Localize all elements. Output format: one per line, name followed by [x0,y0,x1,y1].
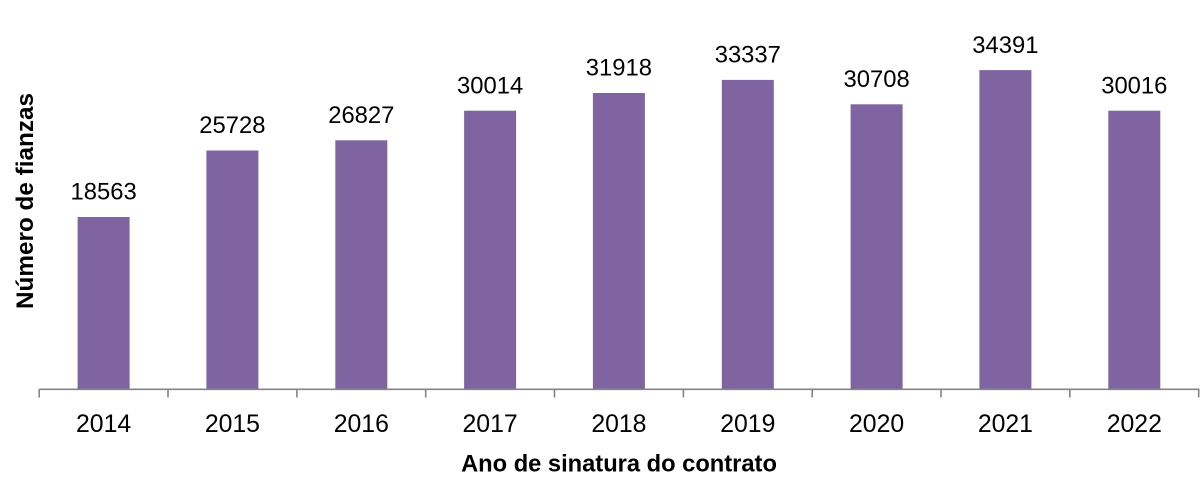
svg-text:Número de fianzas: Número de fianzas [12,93,39,309]
svg-text:26827: 26827 [328,102,394,129]
svg-text:30708: 30708 [844,66,910,93]
svg-text:2017: 2017 [463,411,518,438]
svg-text:2015: 2015 [205,411,260,438]
svg-text:Ano de sinatura do contrato: Ano de sinatura do contrato [461,452,777,478]
svg-text:2014: 2014 [76,411,131,438]
svg-text:2018: 2018 [591,411,646,438]
svg-text:33337: 33337 [715,42,781,69]
svg-text:30014: 30014 [457,72,523,99]
svg-text:34391: 34391 [972,32,1038,59]
svg-text:25728: 25728 [199,112,265,139]
svg-text:2021: 2021 [978,411,1033,438]
svg-text:2019: 2019 [720,411,775,438]
svg-text:31918: 31918 [586,55,652,82]
svg-text:2022: 2022 [1107,411,1162,438]
svg-text:2016: 2016 [334,411,389,438]
svg-text:2020: 2020 [849,411,904,438]
svg-text:18563: 18563 [71,179,137,206]
svg-text:30016: 30016 [1101,72,1167,99]
